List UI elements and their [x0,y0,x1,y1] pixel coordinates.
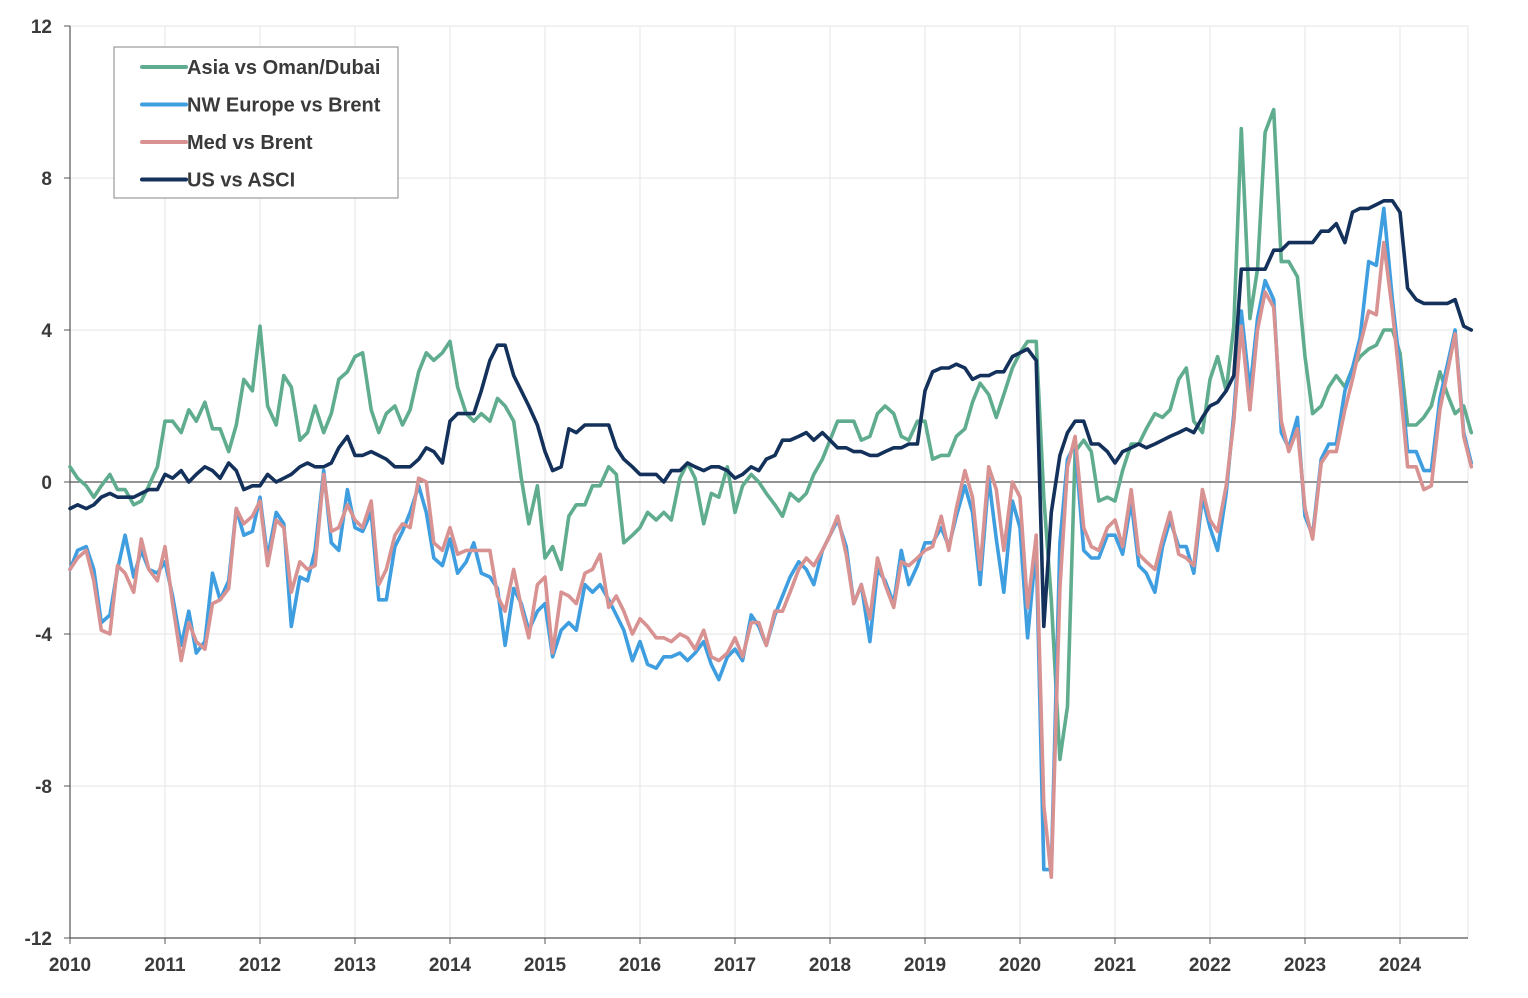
legend-label: US vs ASCI [187,170,295,192]
legend-label: Med vs Brent [187,132,313,154]
y-tick-label: -4 [35,625,52,646]
x-tick-label: 2022 [1189,955,1231,976]
x-tick-label: 2019 [904,955,946,976]
x-tick-label: 2018 [809,955,851,976]
series-line-med-vs-brent [68,240,1474,879]
x-tick-label: 2011 [144,955,186,976]
y-tick-label: 4 [41,321,52,342]
y-tick-label: -8 [35,777,52,798]
axes: 12 8 4 0 -4 -8 -12 2010 2011 2012 2013 2014 2015 2016… [25,17,1468,976]
x-tick-label: 2024 [1379,955,1422,976]
series-line-asia-vs-oman-dubai [68,107,1474,762]
x-tick-label: 2013 [334,955,376,976]
series-line-us-vs-asci [68,199,1474,629]
y-tick-label: 8 [41,169,52,190]
x-tick-label: 2021 [1094,955,1137,976]
y-tick-label: 12 [31,17,52,38]
x-tick-label: 2020 [999,955,1041,976]
x-tick-label: 2023 [1284,955,1326,976]
x-tick-label: 2012 [239,955,281,976]
x-tick-label: 2016 [619,955,661,976]
x-tick-label: 2017 [714,955,756,976]
legend-label: NW Europe vs Brent [187,95,381,117]
y-tick-label: -12 [25,929,52,950]
y-tick-label: 0 [41,473,52,494]
series-group [68,107,1474,879]
x-tick-label: 2014 [429,955,472,976]
x-tick-label: 2010 [49,955,91,976]
legend: Asia vs Oman/Dubai NW Europe vs Brent Med … [113,46,399,199]
legend-label: Asia vs Oman/Dubai [187,57,380,79]
x-tick-label: 2015 [524,955,567,976]
legend-box [113,46,399,199]
